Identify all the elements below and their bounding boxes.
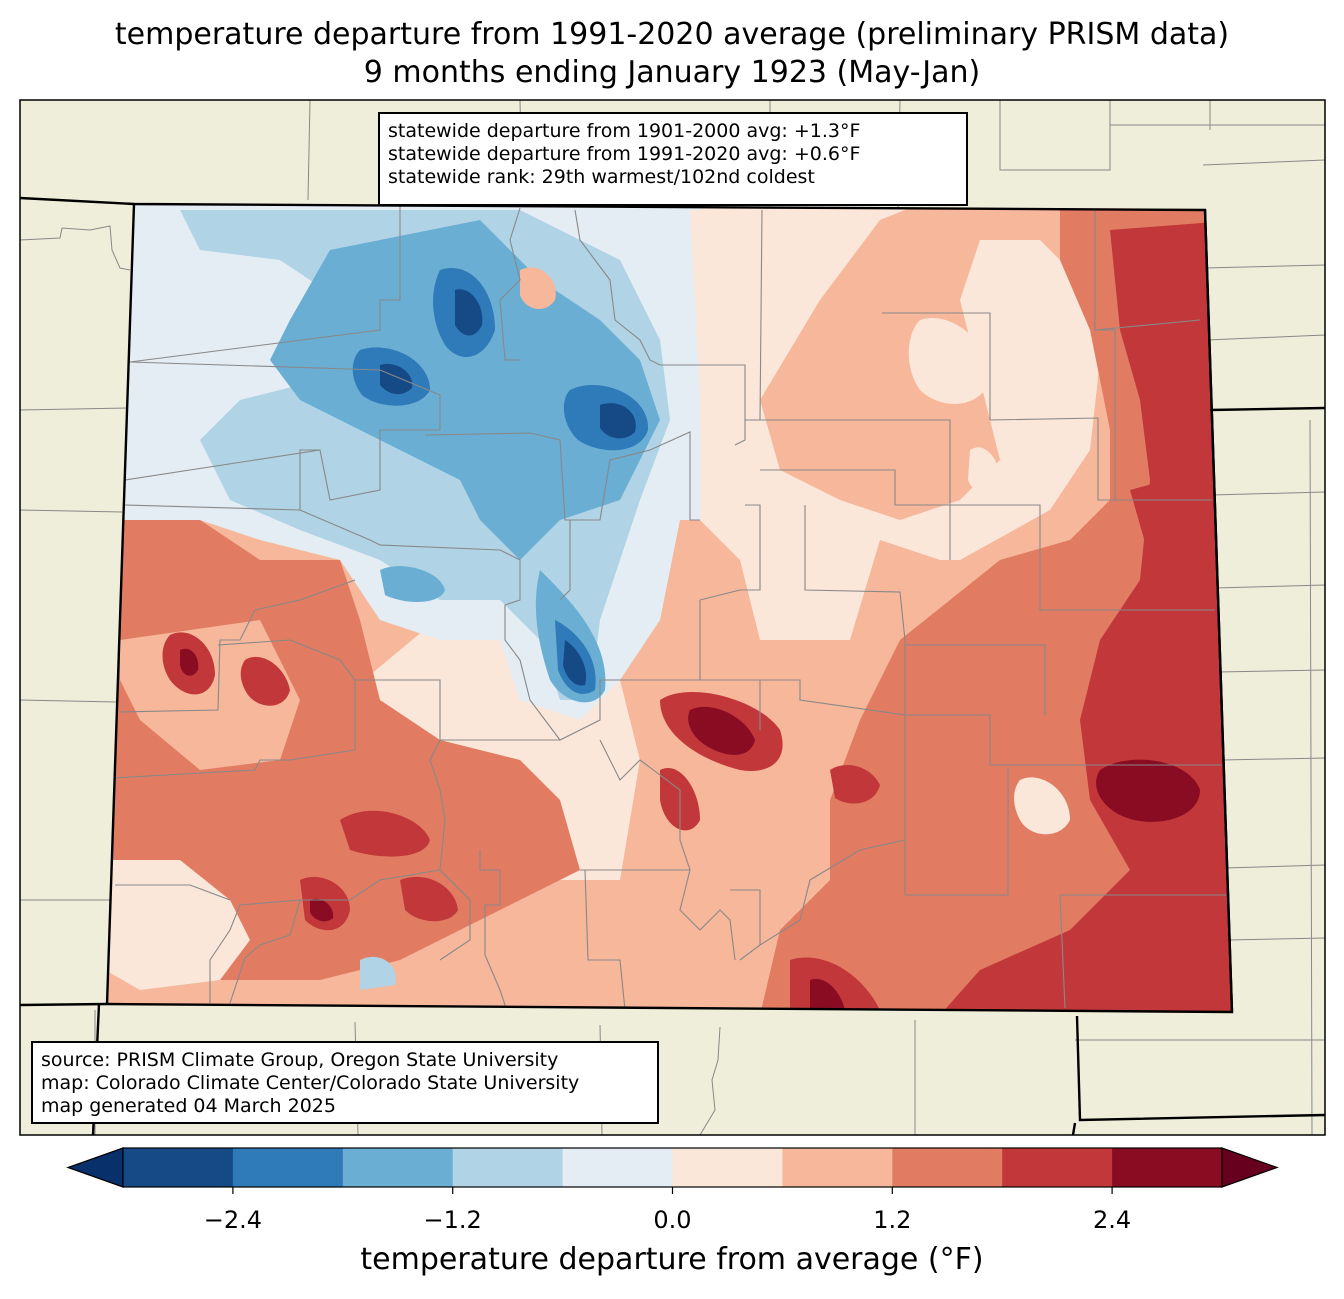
colorbar-tick-label: 0.0 [653, 1206, 692, 1234]
map-subtitle: 9 months ending January 1923 (May-Jan) [363, 55, 981, 90]
colorbar-bin [123, 1148, 234, 1187]
colorbar [66, 1147, 1279, 1194]
colorbar-extend-high [1221, 1147, 1279, 1188]
colorbar-tick-label: 2.4 [1093, 1206, 1132, 1234]
map-title: temperature departure from 1991-2020 ave… [114, 17, 1230, 52]
colorbar-tick-label: −1.2 [423, 1206, 482, 1234]
temperature-departure-field [107, 204, 1232, 1012]
statewide-stats-box: statewide departure from 1901-2000 avg: … [378, 112, 968, 206]
map-generated-date: map generated 04 March 2025 [41, 1095, 336, 1117]
colorbar-bin [452, 1148, 564, 1187]
colorbar-bin [562, 1148, 673, 1187]
statewide-rank: statewide rank: 29th warmest/102nd colde… [388, 166, 815, 188]
departure-1991-2020: statewide departure from 1991-2020 avg: … [388, 143, 861, 165]
colorbar-bin [672, 1148, 783, 1187]
colorbar-extend-low [66, 1147, 124, 1188]
map-frame [19, 99, 1326, 1136]
source-box: source: PRISM Climate Group, Oregon Stat… [31, 1041, 659, 1124]
colorbar-bin [1112, 1148, 1223, 1187]
colorbar-bin [782, 1148, 893, 1187]
colorbar-tick-label: −2.4 [203, 1206, 263, 1234]
map-credit: map: Colorado Climate Center/Colorado St… [41, 1072, 580, 1094]
colorbar-label: temperature departure from average (°F) [360, 1242, 984, 1277]
colorbar-tick-label: 1.2 [873, 1206, 912, 1234]
state-borders [20, 196, 1325, 1135]
colorbar-bin [232, 1148, 344, 1187]
colorado-county-lines [112, 206, 1228, 1012]
source-credit: source: PRISM Climate Group, Oregon Stat… [41, 1049, 559, 1071]
colorbar-bin [1002, 1148, 1113, 1187]
departure-1901-2000: statewide departure from 1901-2000 avg: … [388, 120, 861, 142]
colorbar-bin [892, 1148, 1003, 1187]
colorbar-bin [342, 1148, 454, 1187]
